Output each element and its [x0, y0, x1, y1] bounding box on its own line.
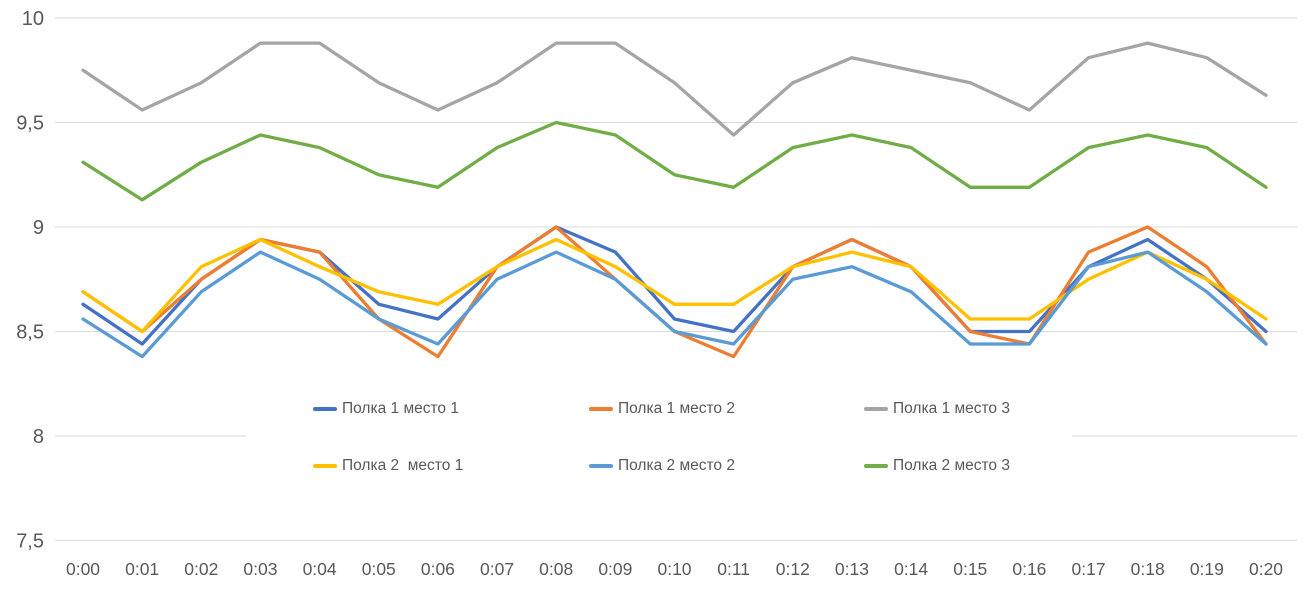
x-axis-tick-label: 0:17 [1072, 559, 1106, 579]
x-axis-tick-label: 0:14 [894, 559, 928, 579]
y-axis-tick-label: 8,5 [16, 322, 44, 344]
x-axis-tick-label: 0:12 [776, 559, 810, 579]
legend-label: Полка 2 место 2 [618, 457, 735, 474]
x-axis-tick-label: 0:18 [1131, 559, 1165, 579]
x-axis-tick-label: 0:02 [184, 559, 218, 579]
x-axis-tick-label: 0:07 [480, 559, 514, 579]
series-line-полка-1-место-2[interactable] [81, 225, 1268, 359]
y-axis-tick-label: 9 [33, 217, 44, 239]
x-axis-tick-label: 0:04 [303, 559, 337, 579]
x-axis-tick-label: 0:08 [539, 559, 573, 579]
x-axis-tick-label: 0:05 [362, 559, 396, 579]
legend-label: Полка 2 место 1 [342, 457, 464, 474]
legend-item[interactable]: Полка 1 место 2 [589, 398, 739, 420]
legend-item[interactable]: Полка 1 место 3 [864, 398, 1014, 420]
series-line-полка-1-место-1[interactable] [81, 225, 1268, 346]
legend-line-swatch-icon [313, 464, 337, 468]
x-axis-tick-label: 0:06 [421, 559, 455, 579]
x-axis-tick-label: 0:20 [1249, 559, 1283, 579]
x-axis-tick-label: 0:13 [835, 559, 869, 579]
y-axis-tick-label: 9,5 [16, 113, 44, 135]
x-axis-tick-label: 0:11 [717, 559, 750, 579]
x-axis-tick-label: 0:01 [125, 559, 159, 579]
legend-line-swatch-icon [864, 407, 888, 411]
x-axis-tick-label: 0:15 [953, 559, 987, 579]
x-axis-tick-label: 0:10 [657, 559, 691, 579]
legend-item[interactable]: Полка 1 место 1 [313, 398, 463, 420]
series-line-полка-2-место-2[interactable] [81, 250, 1268, 359]
y-axis-tick-label: 8 [33, 426, 44, 448]
legend-line-swatch-icon [864, 464, 888, 468]
legend-item[interactable]: Полка 2 место 1 [313, 455, 468, 477]
legend-line-swatch-icon [589, 464, 613, 468]
legend-label: Полка 1 место 3 [893, 400, 1010, 417]
legend-label: Полка 1 место 1 [342, 400, 459, 417]
x-axis-tick-label: 0:16 [1012, 559, 1046, 579]
y-axis-tick-label: 7,5 [16, 531, 44, 553]
legend-label: Полка 1 место 2 [618, 400, 735, 417]
y-axis-tick-label: 10 [22, 8, 44, 30]
series-line-полка-2-место-3[interactable] [81, 120, 1268, 202]
legend-label: Полка 2 место 3 [893, 457, 1010, 474]
series-line-полка-1-место-3[interactable] [81, 41, 1268, 137]
legend-line-swatch-icon [313, 407, 337, 411]
x-axis-tick-label: 0:19 [1190, 559, 1224, 579]
x-axis-tick-label: 0:09 [598, 559, 632, 579]
legend-item[interactable]: Полка 2 место 2 [589, 455, 739, 477]
legend-line-swatch-icon [589, 407, 613, 411]
x-axis-tick-label: 0:03 [243, 559, 277, 579]
legend-item[interactable]: Полка 2 место 3 [864, 455, 1014, 477]
x-axis-tick-label: 0:00 [66, 559, 100, 579]
